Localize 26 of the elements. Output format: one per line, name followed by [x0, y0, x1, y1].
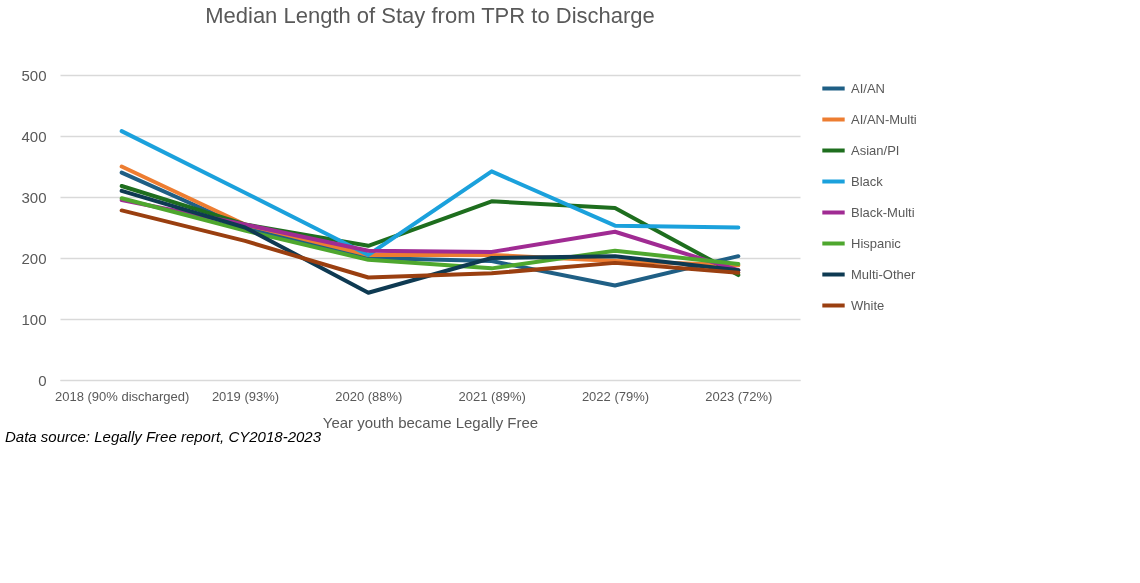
line-series — [119, 208, 741, 280]
x-tick-label: 2023 (72%) — [705, 388, 773, 404]
y-tick-label: 400 — [21, 127, 47, 145]
y-tick-label: 100 — [21, 310, 47, 328]
legend-label: Black-Multi — [851, 204, 915, 220]
x-tick-label: 2021 (89%) — [458, 388, 526, 404]
y-tick-label: 200 — [21, 249, 47, 267]
legend-label: Hispanic — [851, 235, 902, 251]
y-tick-label: 0 — [38, 371, 47, 389]
legend-label: AI/AN-Multi — [851, 111, 917, 127]
legend-label: Black — [851, 173, 884, 189]
chart-title: Median Length of Stay from TPR to Discharge — [205, 3, 655, 28]
y-tick-label: 500 — [21, 66, 47, 84]
x-tick-label: 2018 (90% discharged) — [54, 388, 190, 404]
x-tick-label: 2022 (79%) — [581, 388, 650, 404]
line-series — [119, 188, 741, 295]
x-tick-label: 2020 (88%) — [335, 388, 403, 404]
line-series — [119, 129, 741, 257]
legend-label: White — [851, 297, 885, 313]
legend-label: Multi-Other — [851, 266, 916, 282]
legend-label: Asian/PI — [851, 142, 900, 158]
y-tick-label: 300 — [21, 188, 47, 206]
source-note: Data source: Legally Free report, CY2018-2023 — [5, 428, 322, 445]
x-tick-label: 2019 (93%) — [211, 388, 280, 404]
x-axis-title: Year youth became Legally Free — [322, 413, 539, 431]
legend-label: AI/AN — [851, 80, 885, 96]
